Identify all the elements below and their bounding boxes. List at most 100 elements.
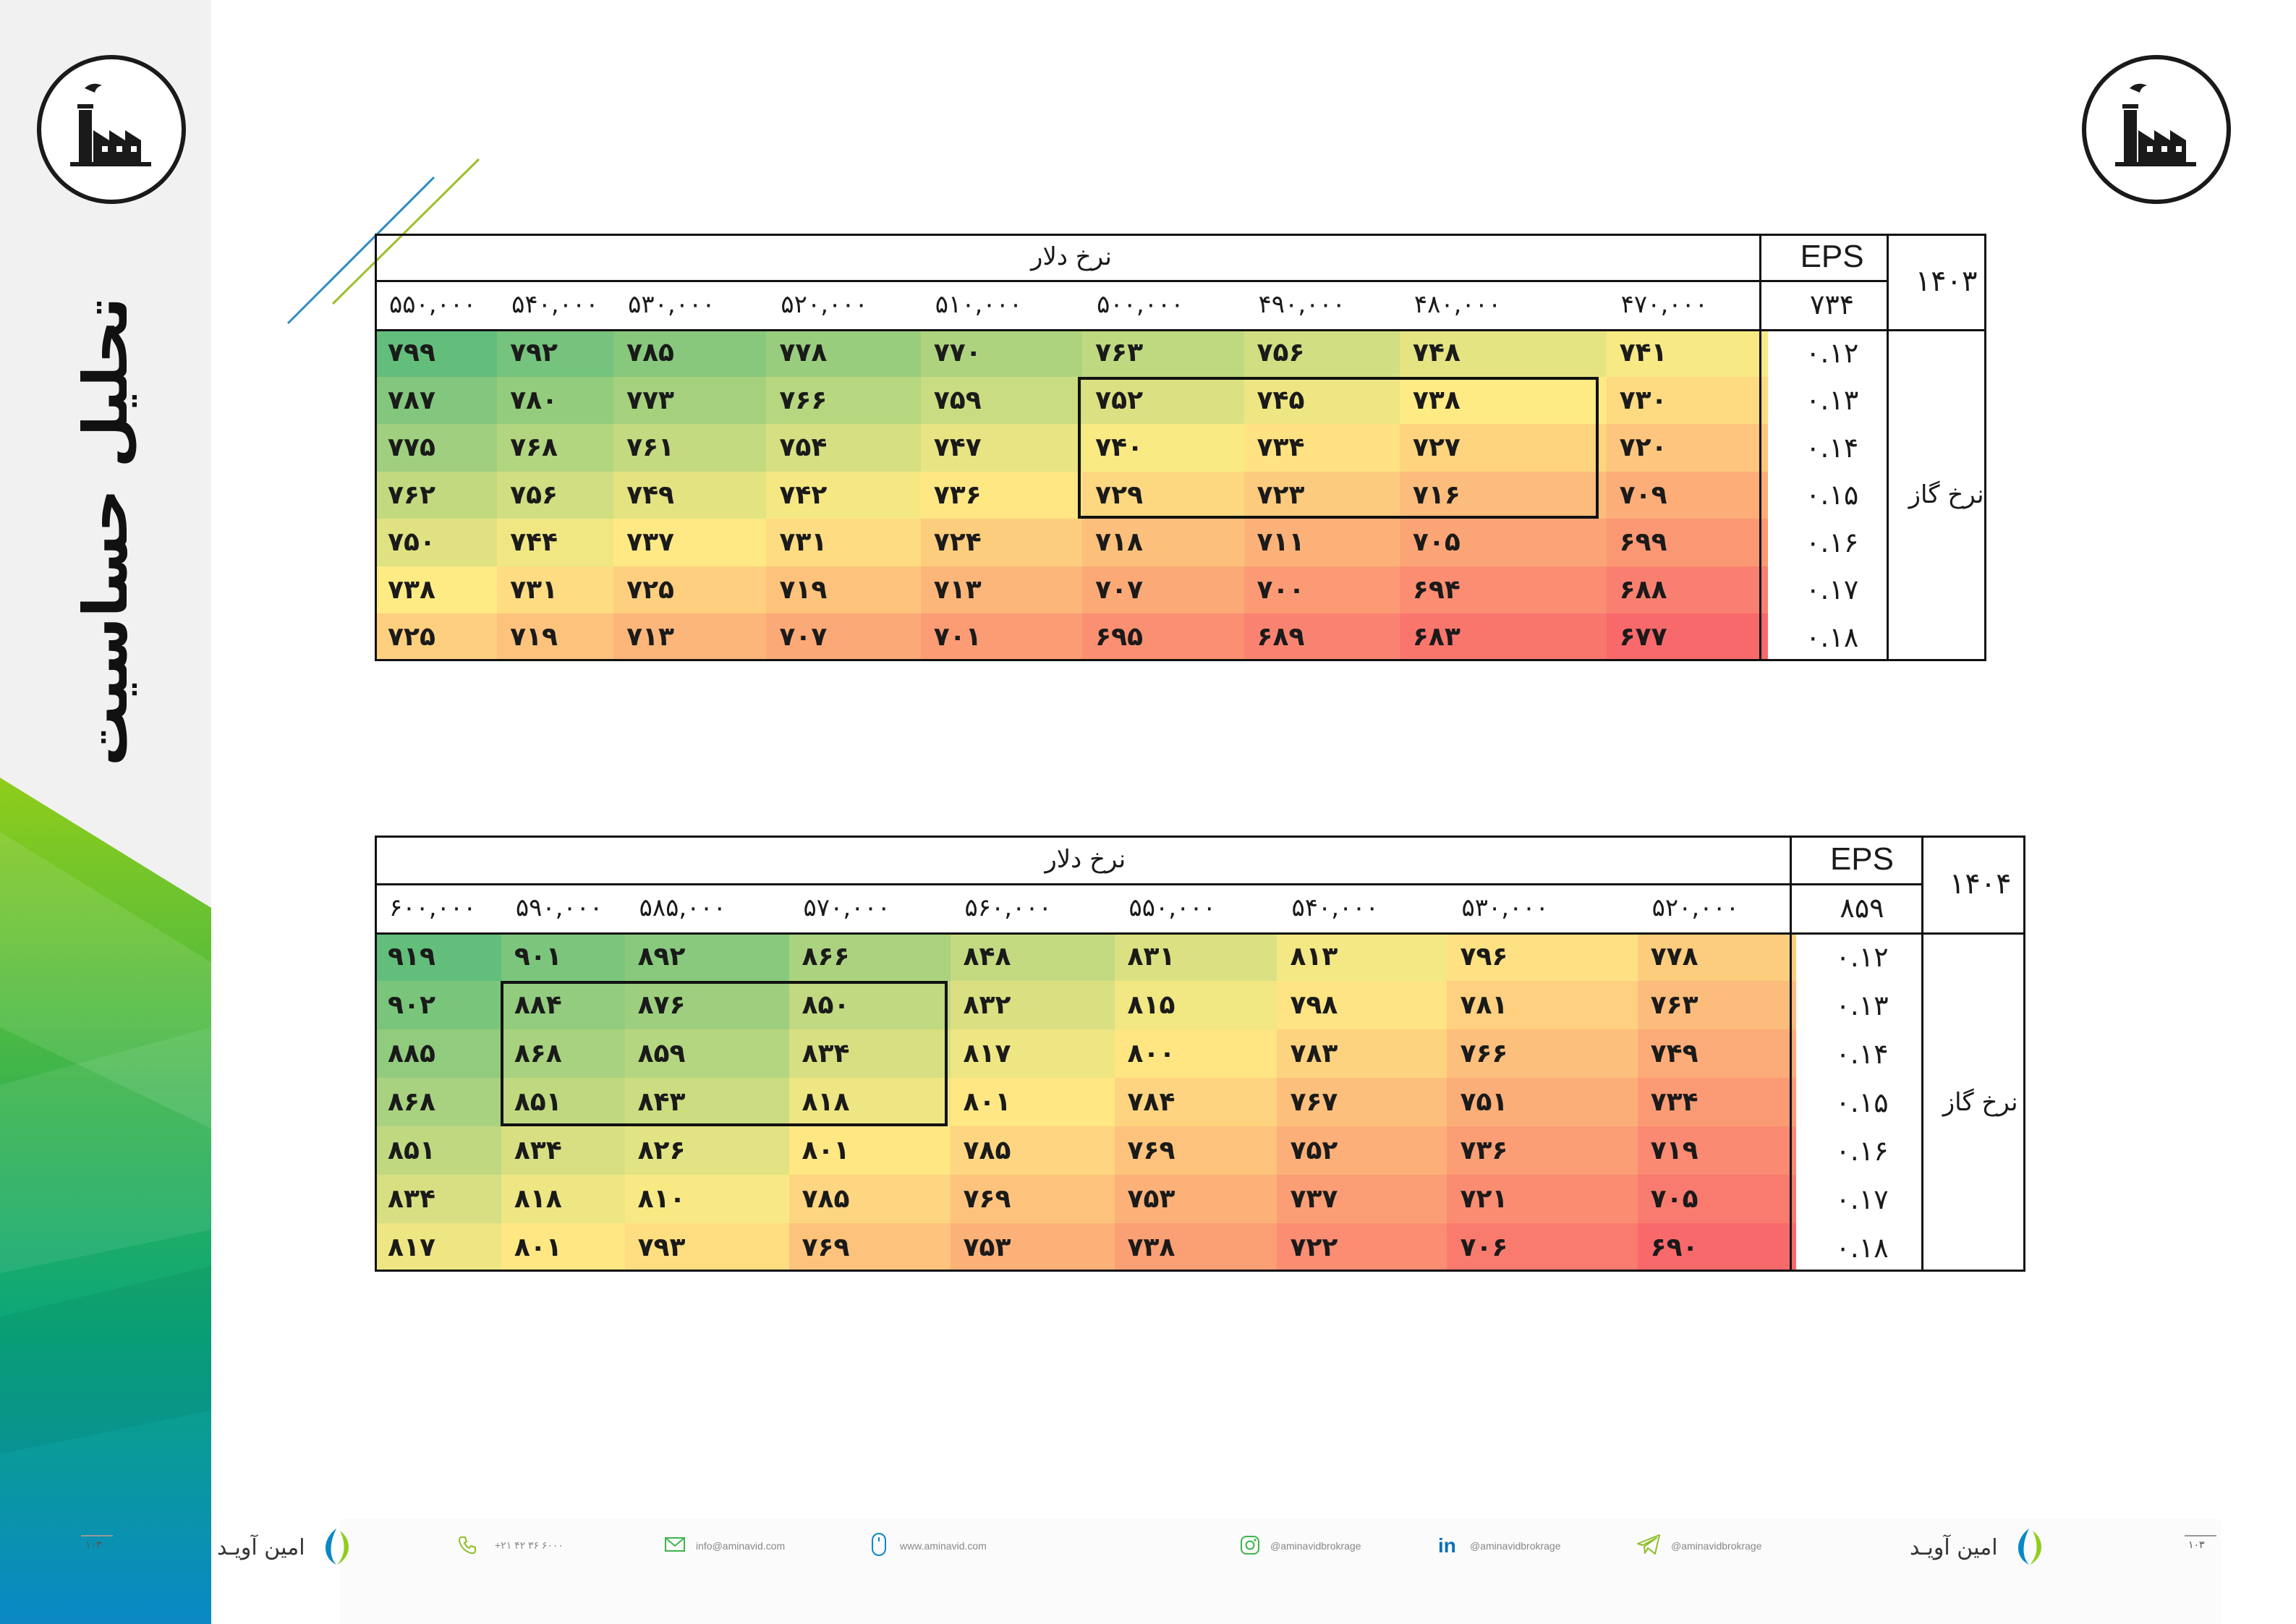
table-cell: ۷۵۴	[766, 424, 921, 472]
gas-rate-row-label: ۰.۱۲	[1805, 336, 1859, 369]
table-cell: ۷۸۷	[375, 376, 498, 424]
eps-label: EPS	[1800, 239, 1864, 274]
table-row: ۰.۱۶ ۶۹۹ ۷۰۵ ۷۱۱ ۷۱۸ ۷۲۴ ۷۳۱ ۷۳۷ ۷۴۴ ۷۵۰	[375, 519, 1997, 566]
table-cell: ۷۳۶	[920, 471, 1083, 519]
table-cell: ۷۸۵	[788, 1175, 951, 1223]
dollar-rate-col: ۵۳۰,۰۰۰	[1461, 893, 1549, 922]
table-row: ۰.۱۷ ۶۸۸ ۶۹۴ ۷۰۰ ۷۰۷ ۷۱۳ ۷۱۹ ۷۲۵ ۷۳۱ ۷۳۸	[375, 566, 1997, 613]
table-cell: ۷۷۸	[766, 329, 921, 377]
table-cell: ۷۷۰	[920, 329, 1083, 377]
telegram-icon	[1637, 1534, 1660, 1555]
table-divider	[375, 932, 2025, 935]
table-divider	[1887, 234, 1889, 661]
gas-rate-row-label: ۰.۱۲	[1835, 940, 1889, 973]
table-cell: ۸۶۶	[788, 932, 951, 981]
table-cell: ۸۰۱	[950, 1078, 1115, 1126]
dollar-rate-col: ۵۰۰,۰۰۰	[1097, 290, 1184, 319]
table-cell: ۷۳۷	[613, 519, 767, 566]
table-cell: ۷۵۲	[1082, 376, 1244, 424]
table-cell: ۶۹۰	[1637, 1223, 1796, 1272]
table-cell: ۸۷۶	[624, 981, 789, 1029]
table-cell: ۷۰۰	[1243, 566, 1400, 613]
table-cell: ۸۱۷	[375, 1223, 501, 1272]
table-cell: ۷۶۹	[950, 1175, 1115, 1223]
table-cell: ۷۰۱	[920, 613, 1083, 661]
table-cell: ۷۱۸	[1082, 519, 1244, 566]
gas-rate-row-label: ۰.۱۵	[1805, 479, 1859, 511]
decorative-lines	[286, 158, 480, 325]
dollar-rate-col: ۵۶۰,۰۰۰	[964, 893, 1052, 922]
table-cell: ۷۶۳	[1637, 981, 1796, 1029]
table-row: ۰.۱۳ ۷۳۰ ۷۳۸ ۷۴۵ ۷۵۲ ۷۵۹ ۷۶۶ ۷۷۳ ۷۸۰ ۷۸۷	[375, 376, 1997, 424]
brand-name-left: امین آویـد	[217, 1535, 305, 1560]
gas-rate-header: نرخ گاز	[1942, 1087, 2018, 1117]
table-cell: ۶۸۳	[1399, 613, 1607, 661]
table-row: ۰.۱۳ ۷۶۳ ۷۸۱ ۷۹۸ ۸۱۵ ۸۳۲ ۸۵۰ ۸۷۶ ۸۸۴ ۹۰۲	[375, 981, 2033, 1029]
table-cell: ۷۵۳	[1114, 1175, 1277, 1223]
factory-logo-right	[2082, 55, 2231, 204]
gas-rate-row-label: ۰.۱۶	[1835, 1134, 1889, 1167]
table-cell: ۷۶۹	[1114, 1126, 1277, 1175]
table-cell: ۷۶۶	[1447, 1029, 1638, 1078]
table-cell: ۸۱۰	[624, 1175, 789, 1223]
footer-phone[interactable]: +۲۱ ۴۲ ۳۶ ۶۰۰۰	[495, 1539, 564, 1551]
table-cell: ۷۱۱	[1243, 519, 1400, 566]
footer-linkedin[interactable]: @aminavidbrokrage	[1470, 1540, 1561, 1552]
dollar-rate-header: نرخ دلار	[1031, 242, 1112, 271]
table-cell: ۶۷۷	[1606, 613, 1769, 661]
table-cell: ۷۳۸	[375, 566, 498, 613]
table-cell: ۷۶۶	[766, 376, 921, 424]
table-cell: ۷۰۷	[1082, 566, 1244, 613]
gas-rate-header: نرخ گاز	[1908, 480, 1984, 510]
table-cell: ۶۹۴	[1399, 566, 1607, 613]
gas-rate-row-label: ۰.۱۴	[1805, 431, 1859, 464]
table-cell: ۸۹۲	[624, 932, 789, 981]
table-row: ۰.۱۴ ۷۴۹ ۷۶۶ ۷۸۳ ۸۰۰ ۸۱۷ ۸۳۴ ۸۵۹ ۸۶۸ ۸۸۵	[375, 1029, 2033, 1078]
sidebar: تحلیل حساسیت	[0, 0, 211, 1624]
table-cell: ۸۸۵	[375, 1029, 501, 1078]
footer-website[interactable]: www.aminavid.com	[900, 1540, 987, 1552]
footer-telegram[interactable]: @aminavidbrokrage	[1671, 1540, 1762, 1552]
table-cell: ۷۸۳	[1277, 1029, 1447, 1078]
sidebar-title: تحلیل حساسیت	[70, 297, 141, 767]
table-cell: ۷۶۱	[613, 424, 767, 472]
table-divider	[375, 329, 1986, 331]
table-cell: ۷۳۱	[497, 566, 614, 613]
table-cell: ۷۸۵	[950, 1126, 1115, 1175]
table-cell: ۸۵۹	[624, 1029, 789, 1078]
table-cell: ۷۹۶	[1447, 932, 1638, 981]
table-cell: ۷۴۲	[766, 471, 921, 519]
table-cell: ۷۳۰	[1606, 376, 1769, 424]
table-divider	[1921, 836, 1923, 1272]
eps-label: EPS	[1829, 841, 1894, 877]
table-cell: ۷۵۱	[1447, 1078, 1638, 1126]
gas-rate-row-label: ۰.۱۵	[1835, 1086, 1889, 1118]
footer-email[interactable]: info@aminavid.com	[696, 1540, 786, 1552]
table-cell: ۷۴۷	[920, 424, 1083, 472]
table-cell: ۸۰۱	[788, 1126, 951, 1175]
year-label: ۱۴۰۴	[1949, 867, 2012, 901]
footer-instagram[interactable]: @aminavidbrokrage	[1270, 1540, 1361, 1552]
table-cell: ۷۲۳	[1243, 471, 1400, 519]
table-cell: ۹۰۲	[375, 981, 501, 1029]
table-cell: ۷۹۹	[375, 329, 498, 377]
table-cell: ۷۴۰	[1082, 424, 1244, 472]
table-cell: ۷۹۳	[624, 1223, 789, 1272]
table-cell: ۸۱۵	[1114, 981, 1277, 1029]
gas-rate-row-label: ۰.۱۷	[1805, 574, 1859, 606]
table-cell: ۹۱۹	[375, 932, 501, 981]
table-cell: ۹۰۱	[501, 932, 625, 981]
table-cell: ۸۴۸	[950, 932, 1115, 981]
table-cell: ۸۳۴	[788, 1029, 951, 1078]
dollar-rate-col: ۵۵۰,۰۰۰	[389, 290, 477, 319]
table-cell: ۷۳۷	[1277, 1175, 1447, 1223]
table-cell: ۷۰۶	[1447, 1223, 1638, 1272]
mouse-icon	[872, 1533, 886, 1556]
gas-rate-row-label: ۰.۱۸	[1835, 1231, 1889, 1264]
table-cell: ۷۲۴	[920, 519, 1083, 566]
email-icon	[665, 1537, 685, 1552]
dollar-rate-col: ۵۹۰,۰۰۰	[515, 893, 603, 922]
brand-logo-left-icon	[326, 1529, 349, 1565]
table-cell: ۷۲۲	[1277, 1223, 1447, 1272]
dollar-rate-col: ۴۸۰,۰۰۰	[1413, 290, 1502, 319]
